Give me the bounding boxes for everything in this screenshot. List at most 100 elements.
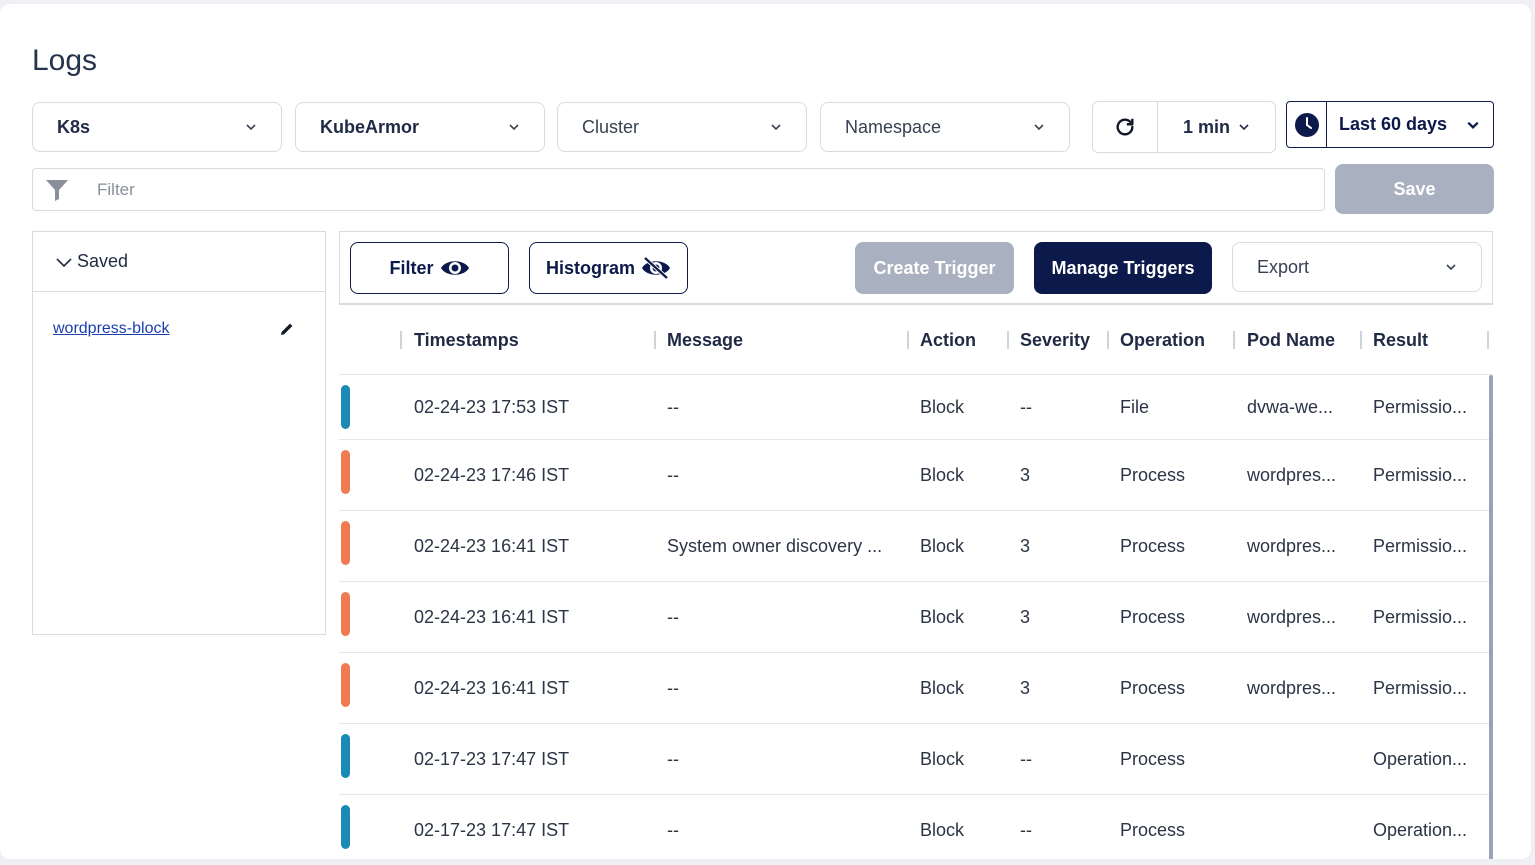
cell-action: Block bbox=[920, 677, 965, 698]
cell-operation: Process bbox=[1120, 464, 1186, 485]
severity-indicator bbox=[341, 592, 350, 636]
cell-action: Block bbox=[920, 819, 965, 840]
table-row[interactable]: 02-24-23 16:41 IST -- Block 3 Process wo… bbox=[339, 582, 1493, 653]
cell-action: Block bbox=[920, 748, 965, 769]
cell-result: Permissio... bbox=[1373, 606, 1468, 627]
cell-pod-name: wordpres... bbox=[1247, 464, 1337, 485]
cell-timestamp: 02-24-23 16:41 IST bbox=[414, 606, 570, 627]
column-divider[interactable] bbox=[1233, 331, 1235, 349]
cell-action: Block bbox=[920, 535, 965, 556]
create-trigger-button[interactable]: Create Trigger bbox=[855, 242, 1014, 294]
interval-select[interactable]: 1 min bbox=[1158, 117, 1275, 138]
cell-pod-name: dvwa-we... bbox=[1247, 396, 1334, 417]
column-divider[interactable] bbox=[654, 331, 656, 349]
chevron-down-icon bbox=[56, 257, 72, 267]
table-row[interactable]: 02-17-23 17:47 IST -- Block -- Process O… bbox=[339, 795, 1493, 859]
column-divider[interactable] bbox=[400, 331, 402, 349]
column-header-message[interactable]: Message bbox=[667, 329, 744, 350]
column-header-operation[interactable]: Operation bbox=[1120, 329, 1206, 350]
cell-severity: -- bbox=[1020, 748, 1032, 769]
saved-item-link[interactable]: wordpress-block bbox=[53, 320, 170, 337]
cell-result: Permissio... bbox=[1373, 464, 1468, 485]
cell-timestamp: 02-17-23 17:47 IST bbox=[414, 748, 570, 769]
cell-result: Permissio... bbox=[1373, 535, 1468, 556]
cell-result: Operation... bbox=[1373, 819, 1468, 840]
engine-select[interactable]: KubeArmor bbox=[295, 102, 545, 152]
cell-operation: Process bbox=[1120, 819, 1186, 840]
cell-operation: Process bbox=[1120, 606, 1186, 627]
cell-result: Permissio... bbox=[1373, 677, 1468, 698]
cell-operation: Process bbox=[1120, 535, 1186, 556]
manage-triggers-button[interactable]: Manage Triggers bbox=[1034, 242, 1212, 294]
column-header-severity[interactable]: Severity bbox=[1020, 329, 1091, 350]
cell-severity: -- bbox=[1020, 819, 1032, 840]
export-select[interactable]: Export bbox=[1232, 242, 1482, 292]
logs-card: Logs K8s KubeArmor Cluster Namespace 1 m… bbox=[0, 4, 1531, 859]
cluster-select-value: Cluster bbox=[582, 116, 640, 137]
severity-indicator bbox=[341, 663, 350, 707]
cell-action: Block bbox=[920, 606, 965, 627]
cell-action: Block bbox=[920, 464, 965, 485]
cell-timestamp: 02-24-23 17:53 IST bbox=[414, 396, 570, 417]
source-select-value: K8s bbox=[57, 116, 91, 137]
cell-result: Permissio... bbox=[1373, 396, 1468, 417]
page-footer-band bbox=[0, 859, 1535, 865]
time-range-value: Last 60 days bbox=[1339, 114, 1448, 134]
histogram-toggle-button[interactable]: Histogram bbox=[529, 242, 688, 294]
cell-pod-name bbox=[1247, 724, 1359, 794]
column-divider[interactable] bbox=[1007, 331, 1009, 349]
cell-operation: Process bbox=[1120, 748, 1186, 769]
table-row[interactable]: 02-24-23 16:41 IST System owner discover… bbox=[339, 511, 1493, 582]
table-row[interactable]: 02-24-23 17:46 IST -- Block 3 Process wo… bbox=[339, 440, 1493, 511]
eye-icon bbox=[440, 261, 469, 275]
table-row[interactable]: 02-24-23 17:53 IST -- Block -- File dvwa… bbox=[339, 375, 1493, 440]
cell-operation: Process bbox=[1120, 677, 1186, 698]
chevron-down-icon bbox=[245, 121, 257, 133]
cell-action: Block bbox=[920, 396, 965, 417]
severity-indicator bbox=[341, 734, 350, 778]
cell-message: -- bbox=[667, 464, 679, 485]
cluster-select[interactable]: Cluster bbox=[557, 102, 807, 152]
column-header-pod-name[interactable]: Pod Name bbox=[1247, 329, 1336, 350]
chevron-down-icon bbox=[1033, 121, 1045, 133]
cell-timestamp: 02-24-23 16:41 IST bbox=[414, 677, 570, 698]
chevron-down-icon bbox=[1453, 118, 1493, 132]
saved-header[interactable]: Saved bbox=[33, 232, 325, 292]
chevron-down-icon bbox=[1445, 261, 1457, 273]
interval-value: 1 min bbox=[1182, 116, 1230, 137]
refresh-button[interactable] bbox=[1093, 102, 1158, 152]
column-divider[interactable] bbox=[1107, 331, 1109, 349]
column-header-timestamps[interactable]: Timestamps bbox=[414, 329, 519, 350]
table-scrollbar[interactable] bbox=[1489, 375, 1493, 859]
source-select[interactable]: K8s bbox=[32, 102, 282, 152]
page-title: Logs bbox=[32, 44, 98, 77]
cell-pod-name bbox=[1247, 795, 1359, 859]
export-select-value: Export bbox=[1257, 256, 1310, 277]
engine-select-value: KubeArmor bbox=[320, 116, 420, 137]
filter-toggle-button[interactable]: Filter bbox=[350, 242, 509, 294]
column-divider[interactable] bbox=[1360, 331, 1362, 349]
column-header-result[interactable]: Result bbox=[1373, 329, 1429, 350]
clock-icon bbox=[1287, 102, 1327, 147]
save-button[interactable]: Save bbox=[1335, 164, 1494, 214]
table-row[interactable]: 02-24-23 16:41 IST -- Block 3 Process wo… bbox=[339, 653, 1493, 724]
pencil-icon[interactable] bbox=[279, 321, 295, 337]
severity-indicator bbox=[341, 450, 350, 494]
saved-header-label: Saved bbox=[77, 251, 129, 271]
cell-severity: 3 bbox=[1020, 677, 1031, 698]
cell-message: System owner discovery ... bbox=[667, 535, 883, 556]
table-header: Timestamps Message Action Severity Opera… bbox=[339, 305, 1493, 375]
refresh-control: 1 min bbox=[1092, 101, 1276, 153]
filter-toggle-label: Filter bbox=[389, 257, 434, 278]
column-divider[interactable] bbox=[1487, 331, 1489, 349]
time-range-select[interactable]: Last 60 days bbox=[1286, 101, 1494, 148]
column-divider[interactable] bbox=[907, 331, 909, 349]
column-header-action[interactable]: Action bbox=[920, 329, 976, 350]
namespace-select[interactable]: Namespace bbox=[820, 102, 1070, 152]
filter-input[interactable] bbox=[81, 169, 1324, 210]
table-body: 02-24-23 17:53 IST -- Block -- File dvwa… bbox=[339, 375, 1493, 859]
table-row[interactable]: 02-17-23 17:47 IST -- Block -- Process O… bbox=[339, 724, 1493, 795]
cell-operation: File bbox=[1120, 396, 1150, 417]
histogram-toggle-label: Histogram bbox=[545, 257, 635, 278]
cell-message: -- bbox=[667, 606, 679, 627]
